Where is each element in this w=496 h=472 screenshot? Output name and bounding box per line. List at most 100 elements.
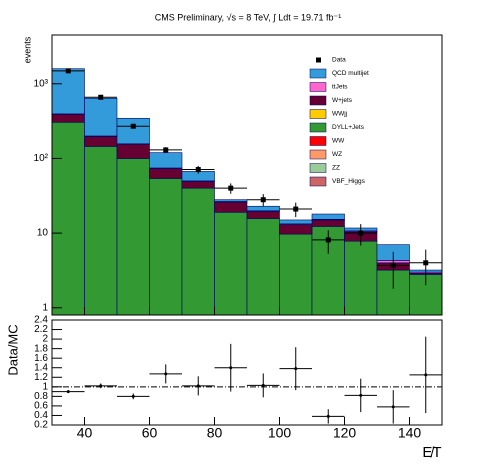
stack-bar <box>116 158 150 316</box>
ratio-point <box>294 367 298 371</box>
stack-bar <box>149 152 183 169</box>
stack-bar <box>246 211 280 219</box>
y-tick-label: 1.4 <box>34 362 48 373</box>
stack-bar <box>84 136 118 147</box>
ratio-point <box>99 384 103 388</box>
legend-swatch <box>309 163 327 173</box>
ratio-point <box>229 366 233 370</box>
legend-label: DYLL+Jets <box>332 124 365 131</box>
ratio-point <box>424 373 428 377</box>
legend-label: VBF_Higgs <box>332 178 366 185</box>
data-point <box>390 262 396 268</box>
stack-bar <box>181 187 215 316</box>
legend-label: QCD multijet <box>332 70 369 77</box>
ratio-point <box>359 393 363 397</box>
legend-swatch <box>309 149 327 160</box>
legend-swatch <box>309 68 327 79</box>
stack-bar <box>84 97 118 137</box>
ratio-point <box>261 383 265 387</box>
data-point <box>228 185 234 191</box>
y-tick-label: 0.8 <box>34 391 48 402</box>
data-point <box>65 68 71 74</box>
data-point <box>293 206 299 212</box>
frame <box>51 319 443 426</box>
y-tick-label: 2.4 <box>34 315 48 326</box>
y-tick-label: 1.8 <box>34 343 48 354</box>
ratio-point <box>164 372 168 376</box>
data-point <box>195 167 201 173</box>
stack-bar <box>116 117 150 145</box>
y-tick-label: 0.2 <box>34 420 48 431</box>
x-axis-label: E̸T <box>422 444 441 461</box>
ratio-axis-label: Data/MC <box>5 324 20 375</box>
data-point <box>423 260 429 266</box>
legend-label: WW <box>332 138 345 145</box>
y-tick-label: 2 <box>42 334 48 345</box>
legend-label: ttJets <box>332 84 348 91</box>
legend-swatch <box>309 95 327 106</box>
y-tick-label: 1.2 <box>34 372 48 383</box>
legend-label: W+jets <box>332 97 353 104</box>
stack-bar <box>51 114 85 123</box>
y-tick-label: 1.6 <box>34 353 48 364</box>
stack-bar <box>149 178 183 316</box>
legend-label: WWjj <box>332 111 347 118</box>
stack-bar <box>116 143 150 159</box>
y-tick-label: 10 <box>37 228 49 239</box>
data-point <box>98 94 104 100</box>
stack-bar <box>214 211 248 316</box>
legend-swatch <box>309 109 327 119</box>
stack-bar <box>279 233 313 316</box>
data-point <box>260 197 266 203</box>
stack-bar <box>214 199 248 202</box>
legend-swatch <box>309 176 327 187</box>
y-tick-label: 2.2 <box>34 324 48 335</box>
chart-title: CMS Preliminary, √s = 8 TeV, ∫ Ldt = 19.… <box>155 12 342 22</box>
legend-marker <box>316 57 321 63</box>
ratio-point <box>66 390 70 394</box>
y-tick-label: 10² <box>34 153 49 164</box>
legend-swatch <box>309 136 327 146</box>
legend-label: Data <box>332 57 346 64</box>
x-tick-label: 140 <box>398 425 422 441</box>
x-tick-label: 60 <box>142 425 158 441</box>
stack-bar <box>84 146 118 316</box>
data-point <box>358 230 364 236</box>
legend-label: WZ <box>332 151 342 158</box>
data-point <box>130 123 136 129</box>
stack-bar <box>344 240 378 316</box>
frame <box>51 34 443 316</box>
x-tick-label: 80 <box>207 425 223 441</box>
data-point <box>163 147 169 153</box>
stack-bar <box>246 205 280 212</box>
y-tick-label: 10³ <box>34 78 49 89</box>
y-tick-label: 1 <box>42 381 48 392</box>
x-tick-label: 120 <box>333 425 357 441</box>
legend-label: ZZ <box>332 165 340 172</box>
stack-bar <box>51 121 85 316</box>
legend-swatch <box>309 82 327 92</box>
x-tick-label: 40 <box>77 425 93 441</box>
stack-bar <box>181 181 215 189</box>
ratio-point <box>196 384 200 388</box>
stack-bar <box>246 218 280 316</box>
stack-bar <box>279 224 313 235</box>
y-tick-label: 0.6 <box>34 401 48 412</box>
y-tick-label: 1 <box>42 302 48 313</box>
stack-bar <box>149 168 183 179</box>
stack-bar <box>214 201 248 213</box>
data-point <box>325 237 331 243</box>
y-tick-label: 0.4 <box>34 410 48 421</box>
stack-bar <box>279 219 313 225</box>
ratio-point <box>326 414 330 418</box>
ratio-point <box>391 405 395 409</box>
stack-bar <box>51 68 85 115</box>
y-axis-label: events <box>22 36 32 63</box>
x-tick-label: 100 <box>268 425 292 441</box>
stack-bar <box>311 219 345 227</box>
legend-swatch <box>309 122 327 133</box>
stack-bar <box>311 213 345 220</box>
ratio-point <box>131 394 135 398</box>
